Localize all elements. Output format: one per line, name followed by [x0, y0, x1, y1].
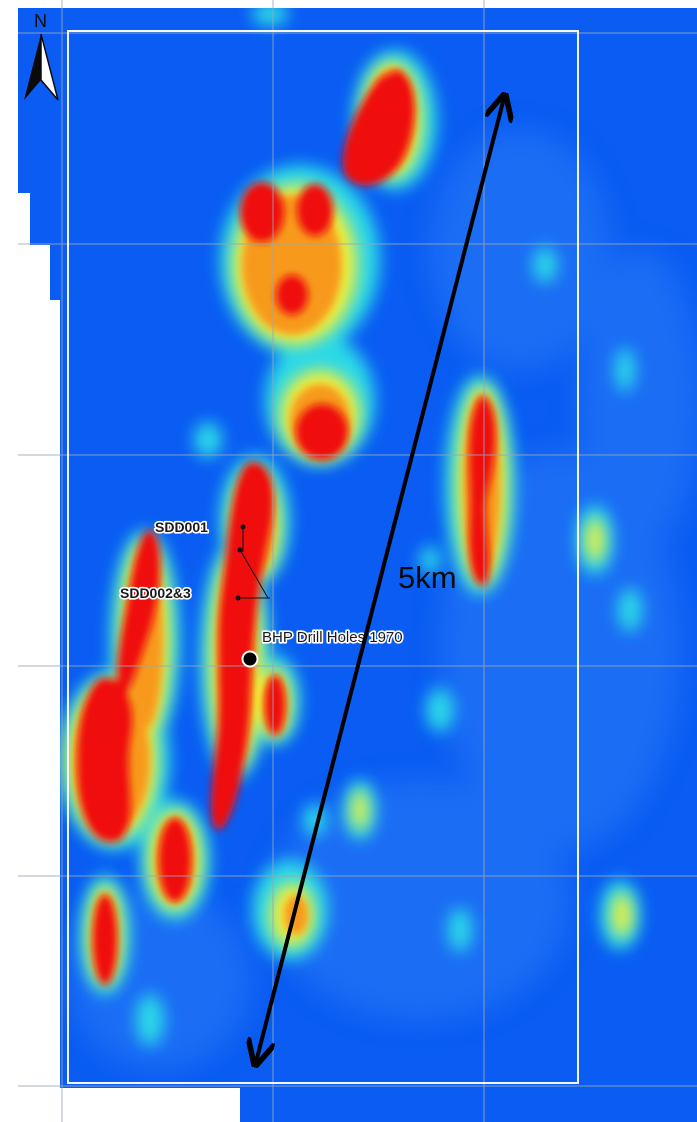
scale-label: 5km — [398, 560, 457, 595]
sdd001-label: SDD001 — [155, 519, 208, 535]
north-arrow-left-half — [24, 34, 41, 100]
sdd002-label: SDD002&3 — [120, 585, 191, 601]
bhp-label: BHP Drill Holes 1970 — [262, 629, 403, 646]
north-label: N — [34, 11, 47, 31]
scale-arrow — [256, 98, 504, 1062]
sdd003-collar — [235, 595, 241, 601]
north-arrow-right-half — [40, 33, 59, 101]
bhp-drill-hole-marker — [241, 650, 259, 668]
sdd001-collar — [240, 524, 246, 530]
sdd002-collar — [237, 547, 243, 553]
tenement-boundary — [67, 30, 579, 1084]
north-arrow: N — [24, 11, 59, 101]
